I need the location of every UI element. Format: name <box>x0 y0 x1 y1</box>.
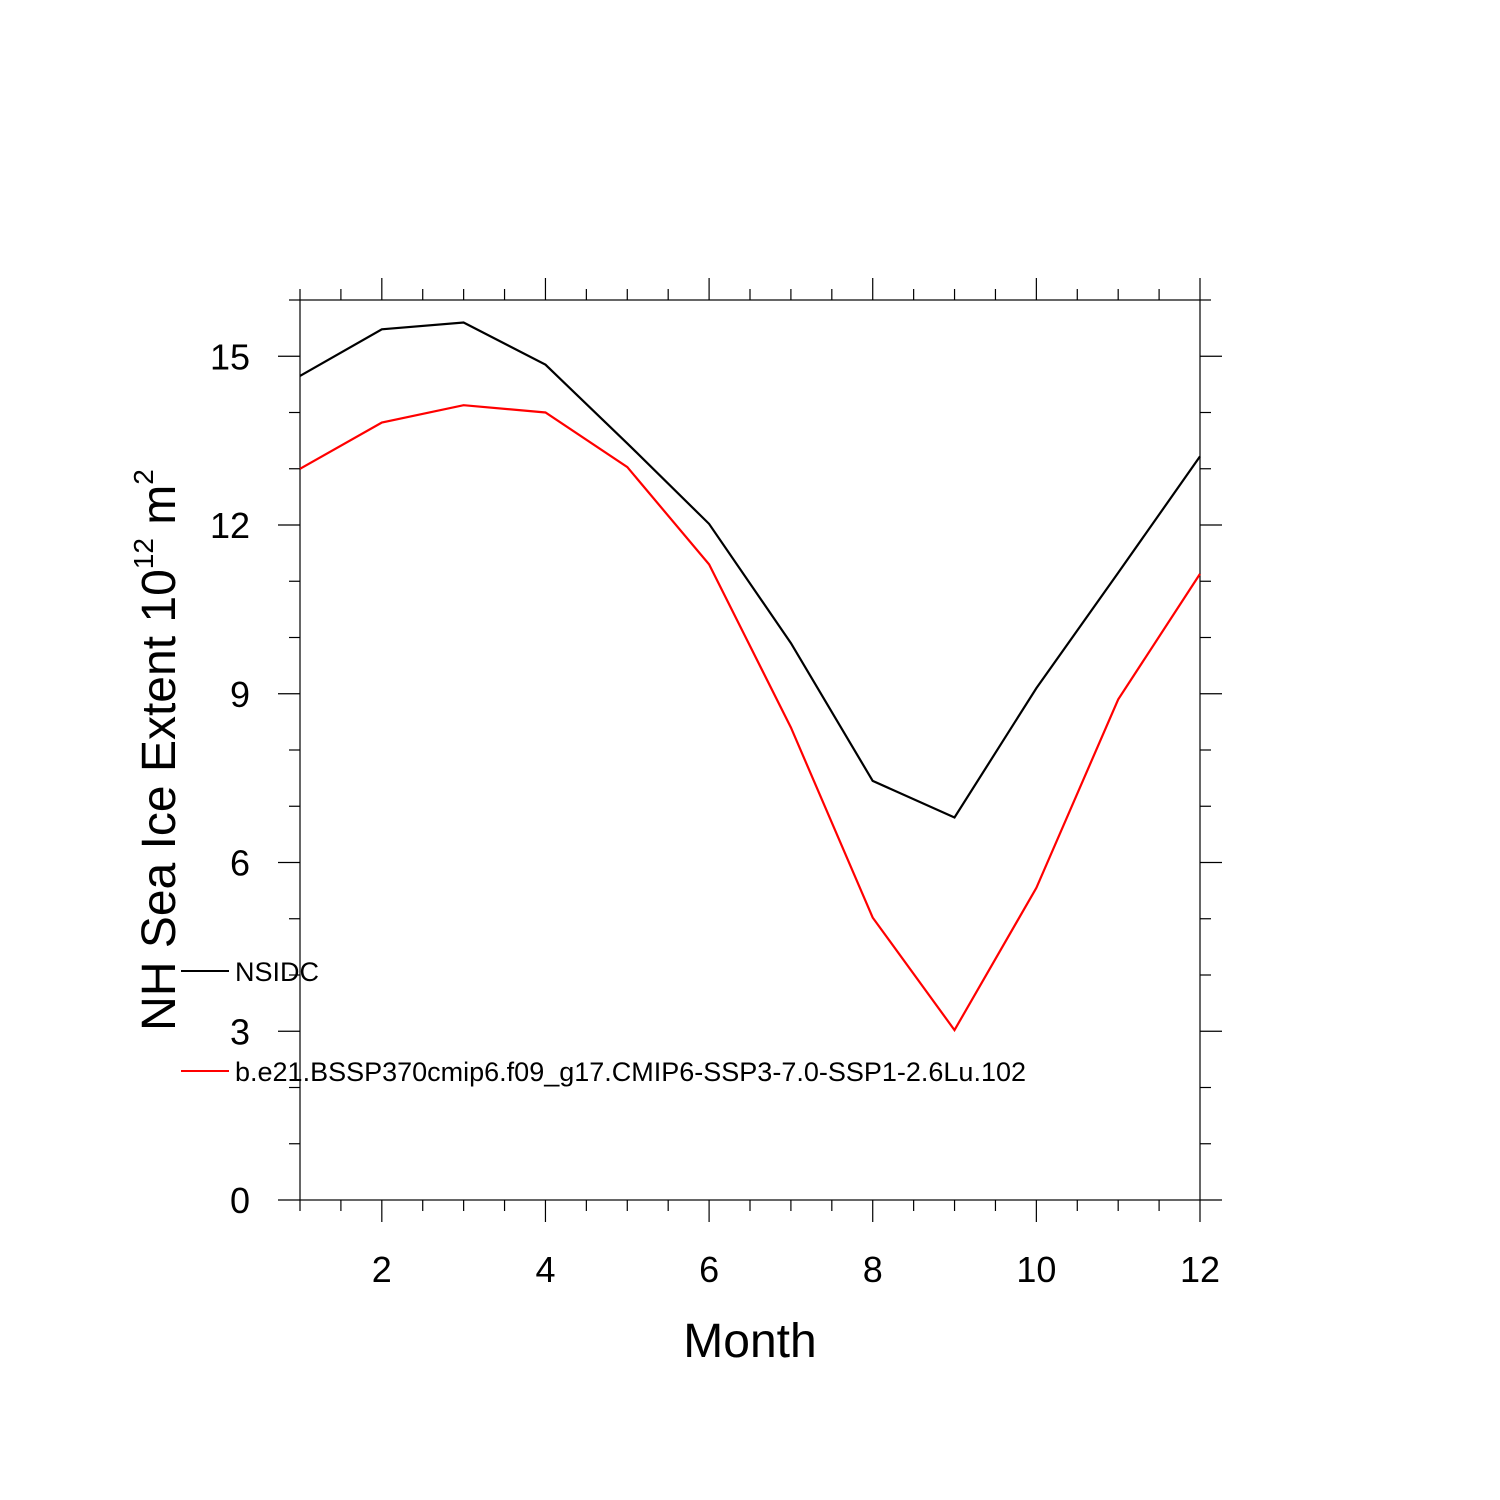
legend: NSIDC b.e21.BSSP370cmip6.f09_g17.CMIP6-S… <box>181 957 1026 1087</box>
axis-tick-labels: 2 4 6 8 10 12 0 3 6 9 12 15 <box>210 336 1220 1290</box>
x-axis-title: Month <box>683 1315 816 1368</box>
y-axis-title: NH Sea Ice Extent 1012 m2 <box>128 469 186 1031</box>
legend-label-nsidc: NSIDC <box>235 957 319 987</box>
series-lines <box>299 321 1201 1033</box>
x-tick-label: 8 <box>863 1249 883 1290</box>
legend-label-model: b.e21.BSSP370cmip6.f09_g17.CMIP6-SSP3-7.… <box>235 1057 1026 1087</box>
axis-ticks <box>278 278 1222 1222</box>
y-axis-title-main: NH Sea Ice Extent 10 <box>133 569 186 1031</box>
x-tick-label: 6 <box>699 1249 719 1290</box>
x-tick-label: 4 <box>535 1249 555 1290</box>
series-line-model <box>299 404 1201 1033</box>
series-line-nsidc <box>299 321 1201 819</box>
y-axis-title-unit: m <box>133 485 186 538</box>
y-tick-label: 0 <box>230 1180 250 1221</box>
y-tick-label: 9 <box>230 674 250 715</box>
y-axis-title-unit-exponent: 2 <box>128 469 159 485</box>
x-tick-label: 2 <box>372 1249 392 1290</box>
y-tick-label: 15 <box>210 336 250 377</box>
y-axis-title-exponent: 12 <box>128 538 159 569</box>
x-tick-label: 10 <box>1016 1249 1056 1290</box>
y-tick-label: 12 <box>210 505 250 546</box>
x-tick-label: 12 <box>1180 1249 1220 1290</box>
y-tick-label: 6 <box>230 843 250 884</box>
y-tick-label: 3 <box>230 1011 250 1052</box>
